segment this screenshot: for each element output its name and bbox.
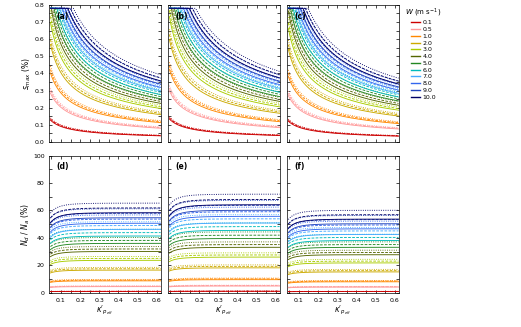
- X-axis label: $\kappa'_{p_{eff}}$: $\kappa'_{p_{eff}}$: [96, 304, 114, 317]
- Legend: 0.1, 0.5, 1.0, 2.0, 3.0, 4.0, 5.0, 6.0, 7.0, 8.0, 9.0, 10.0: 0.1, 0.5, 1.0, 2.0, 3.0, 4.0, 5.0, 6.0, …: [405, 7, 442, 100]
- Y-axis label: $N_{d}$ / $N_{a}$ (%): $N_{d}$ / $N_{a}$ (%): [19, 203, 32, 246]
- Text: (a): (a): [56, 12, 68, 21]
- Text: (c): (c): [294, 12, 306, 21]
- Text: (b): (b): [175, 12, 188, 21]
- Y-axis label: $s_{max}$ (%): $s_{max}$ (%): [21, 57, 33, 90]
- Text: (e): (e): [175, 163, 188, 171]
- X-axis label: $\kappa'_{p_{eff}}$: $\kappa'_{p_{eff}}$: [215, 304, 233, 317]
- X-axis label: $\kappa'_{p_{eff}}$: $\kappa'_{p_{eff}}$: [334, 304, 352, 317]
- Text: (d): (d): [56, 163, 69, 171]
- Text: (f): (f): [294, 163, 304, 171]
